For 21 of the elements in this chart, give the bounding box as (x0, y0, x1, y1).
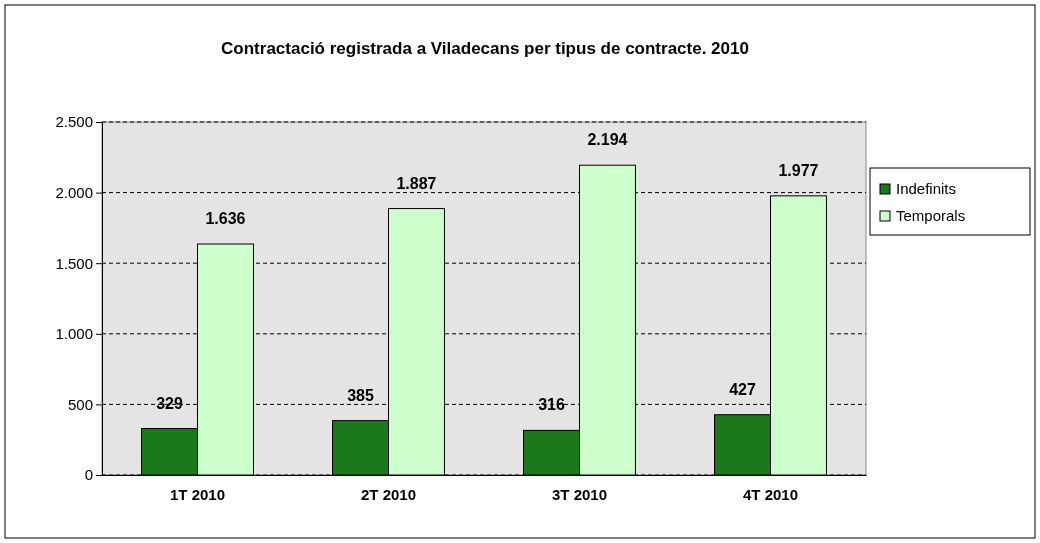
y-tick-label: 1.000 (55, 325, 93, 343)
y-tick-label: 1.500 (55, 254, 93, 272)
data-label: 385 (347, 386, 374, 404)
y-tick-label: 2.500 (55, 113, 93, 131)
data-label: 329 (156, 394, 183, 412)
legend-label: Indefinits (896, 180, 957, 197)
x-tick-label: 3T 2010 (551, 485, 608, 503)
x-tick-label: 2T 2010 (360, 485, 417, 503)
y-tick-label: 0 (84, 466, 93, 484)
data-label: 316 (538, 396, 565, 414)
chart-title: Contractació registrada a Viladecans per tipus de contracte. 2010 (221, 39, 749, 58)
legend-label: Temporals (896, 207, 966, 224)
x-tick-label: 4T 2010 (742, 485, 799, 503)
data-label: 1.977 (778, 161, 819, 179)
x-tick-label: 1T 2010 (169, 485, 226, 503)
data-label: 1.636 (205, 210, 246, 227)
data-label: 1.887 (396, 174, 437, 192)
y-tick-label: 500 (67, 395, 93, 413)
data-label: 427 (729, 380, 756, 398)
y-tick-label: 2.000 (55, 183, 93, 201)
data-label: 2.194 (587, 131, 628, 149)
